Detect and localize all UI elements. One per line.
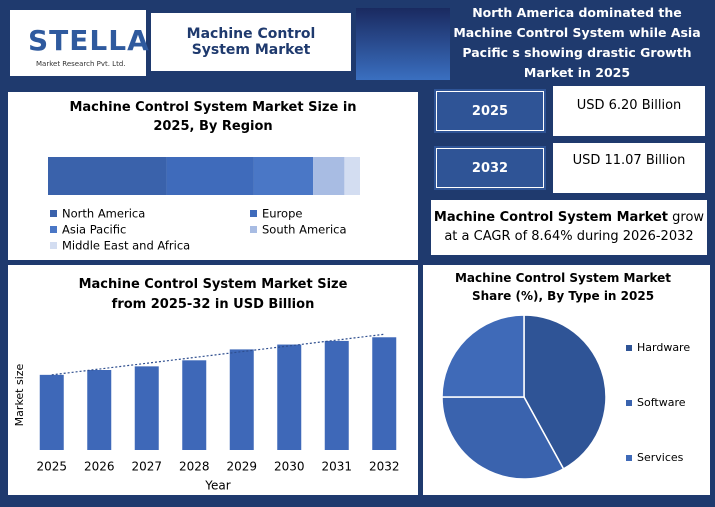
pie-chart: Hardware Software Services: [441, 314, 690, 480]
legend-label: Middle East and Africa: [62, 239, 190, 253]
legend-swatch: [626, 400, 632, 406]
legend-label: Hardware: [637, 341, 690, 354]
bar-segment: [344, 157, 360, 195]
pie-slice: [441, 396, 565, 480]
logo-name: STELLAR: [28, 24, 173, 57]
bar: [372, 337, 397, 450]
stat-value: USD 6.20 Billion: [553, 86, 705, 136]
bar: [182, 360, 207, 450]
bar-segment: [48, 157, 167, 195]
legend-swatch: [50, 242, 57, 249]
bar-segment: [253, 157, 314, 195]
legend-label: Asia Pacific: [62, 223, 126, 237]
legend-swatch: [626, 345, 632, 351]
stat-year: 2025: [431, 86, 549, 136]
cagr-box: Machine Control System Market grow at a …: [431, 200, 707, 255]
bar-chart: 2025 2026 2027 2028 2029 2030 2031 2032 Year Mark…: [13, 333, 400, 493]
bar: [324, 340, 349, 450]
cagr-bold: Machine Control System Market: [433, 210, 669, 225]
region-chart: North America Europe Asia Pacific South Ame…: [48, 157, 360, 253]
x-tick-label: 2029: [226, 460, 257, 474]
legend-label: Services: [637, 451, 684, 464]
bar: [134, 366, 159, 450]
bar-segment: [166, 157, 254, 195]
header-title: Machine Control System Market: [151, 13, 351, 71]
bar: [229, 349, 254, 450]
legend-label: North America: [62, 207, 145, 221]
x-tick-label: 2030: [274, 460, 305, 474]
logo-sub: Market Research Pvt. Ltd.: [36, 60, 126, 68]
cagr-text: grow at a CAGR of 8.64% during 2026-2032: [444, 210, 705, 244]
legend-swatch: [250, 210, 257, 217]
bar-segment: [313, 157, 345, 195]
headline: North America dominated the Machine Cont…: [453, 5, 701, 80]
bar: [39, 374, 64, 450]
region-panel: Machine Control System Market Size in 20…: [8, 92, 418, 260]
pie-slice: [523, 314, 607, 470]
x-axis-label: Year: [204, 479, 230, 493]
x-tick-label: 2032: [369, 460, 400, 474]
legend-swatch: [626, 455, 632, 461]
pie-panel: Machine Control System Market Share (%),…: [423, 265, 710, 495]
x-tick-label: 2031: [321, 460, 352, 474]
stat-year: 2032: [431, 143, 549, 193]
x-tick-label: 2026: [84, 460, 115, 474]
chart-title: Machine Control System Market Size in 20…: [69, 100, 357, 134]
x-tick-label: 2028: [179, 460, 210, 474]
chart-title: Machine Control System Market Share (%),…: [454, 271, 672, 303]
y-axis-label: Market size: [13, 363, 26, 426]
legend-swatch: [250, 226, 257, 233]
header-image: [356, 8, 450, 80]
legend-label: Software: [637, 396, 686, 409]
logo-box: STELLAR Market Research Pvt. Ltd.: [10, 10, 171, 76]
legend-label: Europe: [262, 207, 302, 221]
legend-label: South America: [262, 223, 347, 237]
x-tick-label: 2027: [131, 460, 162, 474]
bar: [87, 370, 112, 450]
x-tick-label: 2025: [36, 460, 67, 474]
legend-swatch: [50, 210, 57, 217]
bar: [277, 344, 302, 450]
chart-title: Machine Control System Market Size from …: [78, 277, 348, 312]
legend-swatch: [50, 226, 57, 233]
bar-panel: Machine Control System Market Size from …: [8, 265, 418, 495]
stat-value: USD 11.07 Billion: [553, 143, 705, 193]
pie-slice: [441, 314, 525, 398]
